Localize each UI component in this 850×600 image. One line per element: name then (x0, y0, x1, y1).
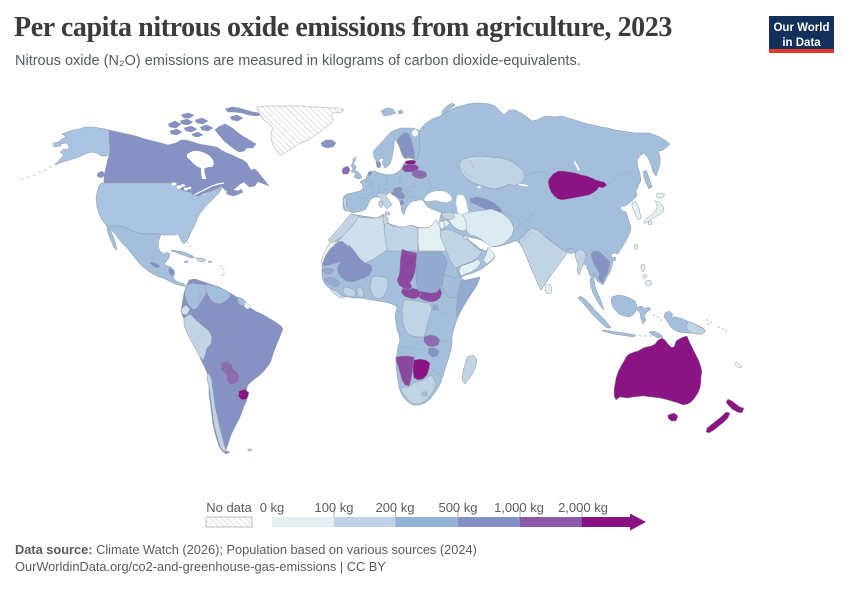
svg-text:No data: No data (206, 500, 252, 515)
svg-text:200 kg: 200 kg (375, 500, 414, 515)
svg-text:1,000 kg: 1,000 kg (494, 500, 544, 515)
svg-text:500 kg: 500 kg (438, 500, 477, 515)
svg-text:0 kg: 0 kg (260, 500, 285, 515)
svg-text:100 kg: 100 kg (314, 500, 353, 515)
svg-text:2,000 kg: 2,000 kg (558, 500, 608, 515)
